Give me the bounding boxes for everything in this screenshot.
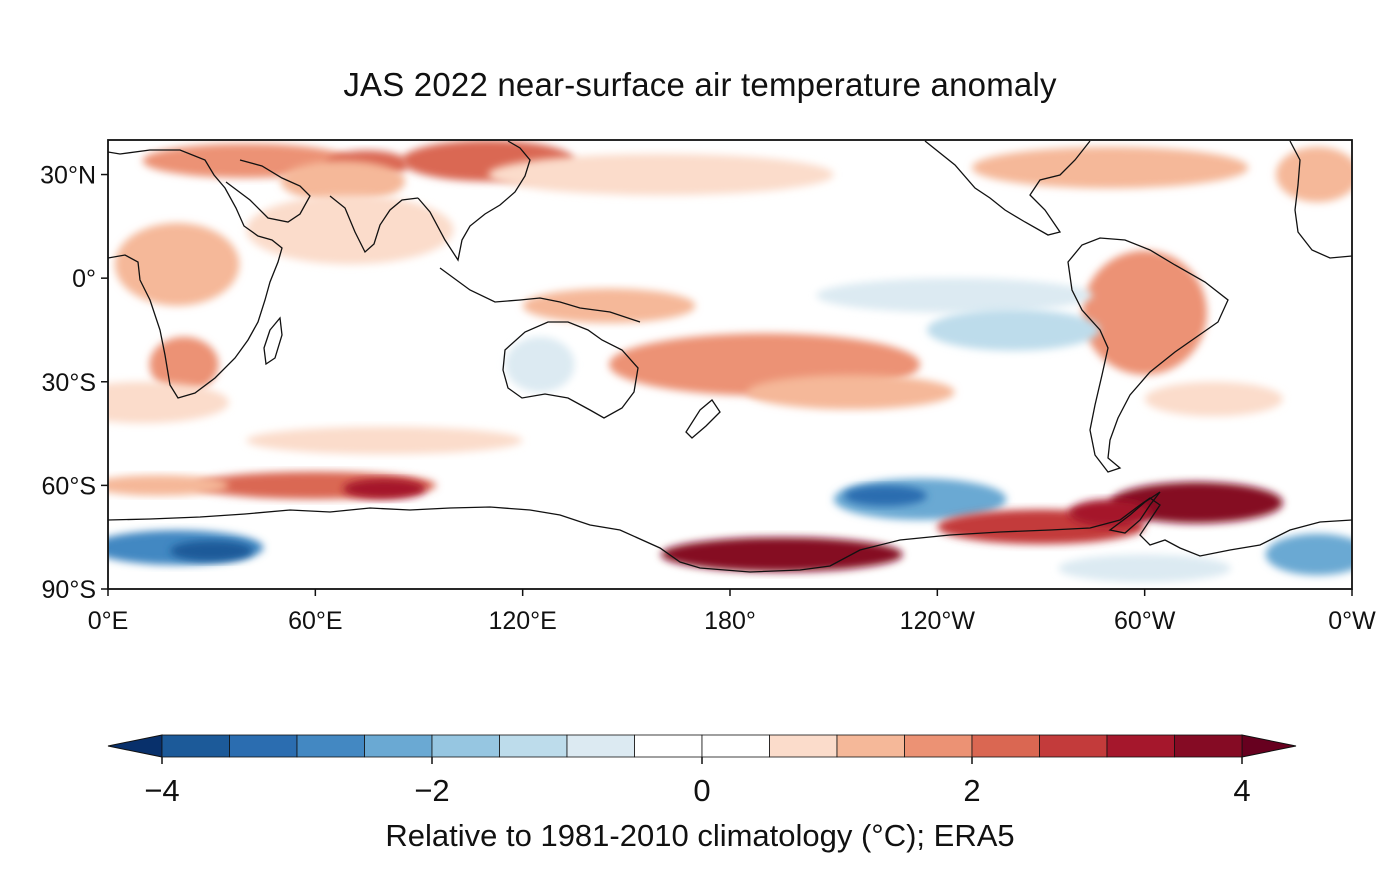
lon-tick-label: 0°E — [88, 607, 129, 635]
anomaly-region — [342, 478, 426, 500]
coastline-asia-east — [417, 140, 531, 262]
anomaly-field — [108, 140, 1352, 589]
coastline-africa — [108, 149, 283, 399]
coastline-indonesia — [439, 267, 641, 323]
colorbar-segment — [904, 734, 973, 758]
anomaly-region — [1265, 533, 1352, 576]
anomaly-region — [1275, 146, 1352, 203]
lat-tick-label: 30°N — [40, 162, 96, 190]
colorbar-segment — [1106, 734, 1175, 758]
lon-tick-label: 0°W — [1328, 607, 1376, 635]
colorbar-tick-label: 4 — [1233, 773, 1250, 808]
colorbar-segment — [566, 734, 635, 758]
colorbar-segment — [364, 734, 433, 758]
anomaly-region — [747, 374, 955, 410]
coastline-india — [329, 195, 419, 254]
anomaly-region — [816, 278, 1093, 313]
anomaly-region — [149, 336, 219, 393]
anomaly-region — [246, 426, 523, 455]
anomaly-region — [926, 309, 1100, 351]
colorbar-tick-label: −2 — [414, 773, 449, 808]
colorbar-segment — [1174, 734, 1243, 758]
coastline-antarctic-peninsula — [1108, 491, 1161, 534]
lat-tick-label: 60°S — [42, 472, 96, 500]
colorbar-label: Relative to 1981-2010 climatology (°C); … — [385, 818, 1015, 853]
anomaly-region — [108, 475, 229, 496]
anomaly-region — [1068, 499, 1152, 527]
colorbar-segment — [431, 734, 500, 758]
colorbar-segment — [229, 734, 298, 758]
colorbar-segment — [296, 734, 365, 758]
anomaly-region — [1110, 481, 1283, 524]
colorbar-segment — [161, 734, 230, 758]
anomaly-region — [1082, 250, 1207, 375]
colorbar-tick-label: 0 — [693, 773, 710, 808]
anomaly-region — [280, 160, 406, 203]
longitude-axis: 0°E 60°E 120°E 180° 120°W 60°W 0°W — [88, 589, 1376, 635]
lon-tick-label: 120°W — [900, 607, 976, 635]
lon-tick-label: 60°W — [1114, 607, 1176, 635]
colorbar-tick-label: 2 — [963, 773, 980, 808]
coastline-australia — [502, 321, 639, 419]
anomaly-region — [1144, 381, 1283, 417]
map-title: JAS 2022 near-surface air temperature an… — [343, 66, 1057, 103]
anomaly-region — [844, 485, 927, 507]
lon-tick-label: 180° — [704, 607, 756, 635]
lat-tick-label: 90°S — [42, 576, 96, 604]
lon-tick-label: 120°E — [488, 607, 556, 635]
coastline-madagascar — [263, 316, 283, 366]
coastline-south-america — [1067, 237, 1229, 473]
colorbar: −4 −2 0 2 4 — [107, 734, 1297, 808]
anomaly-region — [522, 288, 696, 324]
anomaly-region — [1058, 554, 1232, 583]
coastline-arabia — [225, 159, 311, 223]
latitude-axis: 30°N 0° 30°S 60°S 90°S — [40, 162, 108, 604]
colorbar-segment — [499, 734, 568, 758]
anomaly-region — [170, 540, 254, 562]
anomaly-region — [660, 537, 903, 572]
coastline-europe-africa-west — [1289, 140, 1352, 259]
colorbar-segment — [836, 734, 905, 758]
anomaly-region — [488, 153, 834, 196]
coastlines — [108, 140, 1352, 573]
colorbar-tick-label: −4 — [144, 773, 179, 808]
anomaly-region — [505, 336, 575, 393]
colorbar-segment — [701, 734, 770, 758]
colorbar-segment — [634, 734, 703, 758]
anomaly-region — [246, 195, 454, 265]
colorbar-over-arrow — [1241, 734, 1297, 758]
colorbar-segment — [1039, 734, 1108, 758]
coastline-antarctica — [108, 497, 1352, 573]
colorbar-segment — [971, 734, 1040, 758]
anomaly-region — [114, 222, 240, 306]
anomaly-region — [971, 146, 1249, 189]
colorbar-under-arrow — [107, 734, 163, 758]
lon-tick-label: 60°E — [288, 607, 342, 635]
coastline-new-zealand — [685, 399, 721, 439]
coastline-north-america — [924, 140, 1091, 236]
lat-tick-label: 30°S — [42, 369, 96, 397]
colorbar-segment — [769, 734, 838, 758]
lat-tick-label: 0° — [72, 265, 96, 293]
anomaly-region — [108, 381, 229, 424]
